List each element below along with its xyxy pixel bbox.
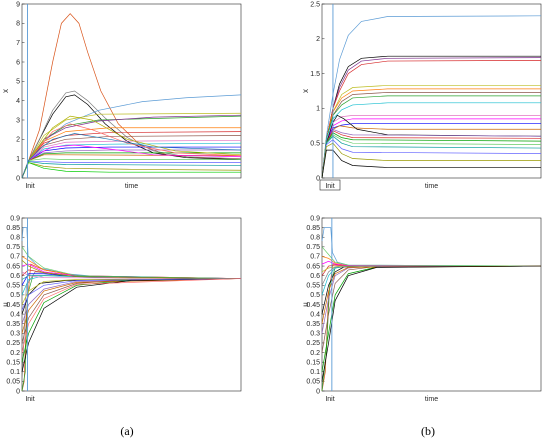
y-tick-label: 9 (16, 1, 20, 8)
x-tick-init-label: Init (25, 183, 34, 190)
plot-area (321, 217, 542, 392)
y-tick-label: 0.6 (310, 273, 320, 280)
x-tick-init-label: Init (325, 183, 334, 190)
y-tick-label: 0 (16, 388, 20, 395)
y-tick-label: 0.7 (310, 254, 320, 261)
series-line-12 (321, 260, 542, 267)
y-tick-label: 7 (16, 40, 20, 47)
x-axis-label: time (125, 183, 138, 190)
y-tick-label: 0.85 (6, 225, 20, 232)
series-line-22 (21, 278, 242, 353)
series-line-21 (21, 278, 242, 311)
y-tick-label: 0 (316, 388, 320, 395)
y-tick-label: 0 (16, 175, 20, 182)
y-tick-label: 2 (316, 36, 320, 43)
series-line-3 (21, 90, 242, 179)
panel-label-a: (a) (120, 424, 133, 438)
y-tick-label: 0.05 (6, 379, 20, 386)
y-tick-label: 1.5 (310, 71, 320, 78)
plot-area (21, 217, 242, 392)
y-tick-label: 0.5 (310, 141, 320, 148)
y-tick-label: 2.5 (310, 1, 320, 8)
y-tick-label: 0.6 (10, 273, 20, 280)
y-tick-label: 0.1 (310, 369, 320, 376)
series-line-17 (21, 144, 242, 179)
y-tick-label: 5 (16, 79, 20, 86)
y-tick-label: 0.45 (306, 302, 320, 309)
series-line-1 (321, 15, 542, 179)
y-tick-label: 0.7 (10, 254, 20, 261)
y-tick-label: 0.75 (306, 244, 320, 251)
chart-panel-a-x: 0 1 2 3 4 5 6 7 8 9 Init time x (1, 1, 242, 190)
y-tick-label: 0.25 (306, 340, 320, 347)
y-tick-label: 0.35 (6, 321, 20, 328)
y-tick-label: 0.05 (306, 379, 320, 386)
y-tick-label: 0.4 (310, 311, 320, 318)
chart-panel-a-u: 0 0.05 0.1 0.15 0.2 0.25 0.3 0.35 0.4 0.45 0.5 0.55… (1, 215, 242, 403)
y-tick-label: 0.55 (6, 283, 20, 290)
x-axis-label: time (425, 183, 438, 190)
y-tick-label: 0.85 (306, 225, 320, 232)
y-tick-label: 6 (16, 59, 20, 66)
y-tick-label: 0.2 (10, 350, 20, 357)
y-tick-label: 0.55 (306, 283, 320, 290)
series-line-11 (21, 271, 242, 279)
y-tick-label: 0.3 (310, 331, 320, 338)
panel-label-b: (b) (421, 424, 435, 438)
series-line-14 (321, 114, 542, 179)
y-tick-label: 0.75 (6, 244, 20, 251)
init-label-box (319, 179, 341, 191)
series-line-23 (21, 123, 242, 179)
y-tick-label: 0.9 (310, 215, 320, 222)
y-tick-label: 0.65 (6, 263, 20, 270)
x-axis-label: time (425, 396, 438, 403)
y-axis-label: u (1, 302, 10, 306)
y-axis-label: x (1, 89, 10, 93)
y-tick-label: 0.3 (10, 331, 20, 338)
y-tick-label: 0.65 (306, 263, 320, 270)
y-tick-label: 1 (16, 156, 20, 163)
y-tick-label: 1 (316, 106, 320, 113)
series-line-14 (321, 246, 542, 267)
series-line-22 (321, 149, 541, 179)
y-tick-label: 8 (16, 21, 20, 28)
y-axis-label: u (301, 302, 310, 306)
x-tick-init-label: Init (325, 396, 334, 403)
series-line-17 (21, 278, 242, 334)
series-line-16 (321, 265, 542, 382)
y-tick-label: 0 (316, 175, 320, 182)
y-tick-label: 0.5 (10, 292, 20, 299)
series-line-25 (21, 133, 242, 179)
y-tick-label: 0.15 (306, 359, 320, 366)
y-tick-label: 0.4 (10, 311, 20, 318)
y-tick-label: 0.25 (6, 340, 20, 347)
y-tick-label: 3 (16, 117, 20, 124)
y-tick-label: 2 (16, 137, 20, 144)
y-tick-label: 0.2 (310, 350, 320, 357)
x-tick-init-label: Init (25, 396, 34, 403)
y-tick-label: 0.45 (6, 302, 20, 309)
y-axis-label: x (301, 89, 310, 93)
y-tick-label: 0.9 (10, 215, 20, 222)
y-tick-label: 0.8 (310, 235, 320, 242)
y-tick-label: 4 (16, 98, 20, 105)
series-line-9 (321, 102, 541, 179)
chart-panel-b-x: 0 0.5 1 1.5 2 2.5 Init time x (301, 1, 542, 191)
series-line-20 (21, 260, 242, 279)
series-line-21 (321, 142, 541, 179)
y-tick-label: 0.5 (310, 292, 320, 299)
y-tick-label: 0.8 (10, 235, 20, 242)
y-tick-label: 0.15 (6, 359, 20, 366)
chart-panel-b-u: 0 0.05 0.1 0.15 0.2 0.25 0.3 0.35 0.4 0.45 0.5 0.55… (301, 215, 542, 403)
y-tick-label: 0.35 (306, 321, 320, 328)
y-tick-label: 0.1 (10, 369, 20, 376)
